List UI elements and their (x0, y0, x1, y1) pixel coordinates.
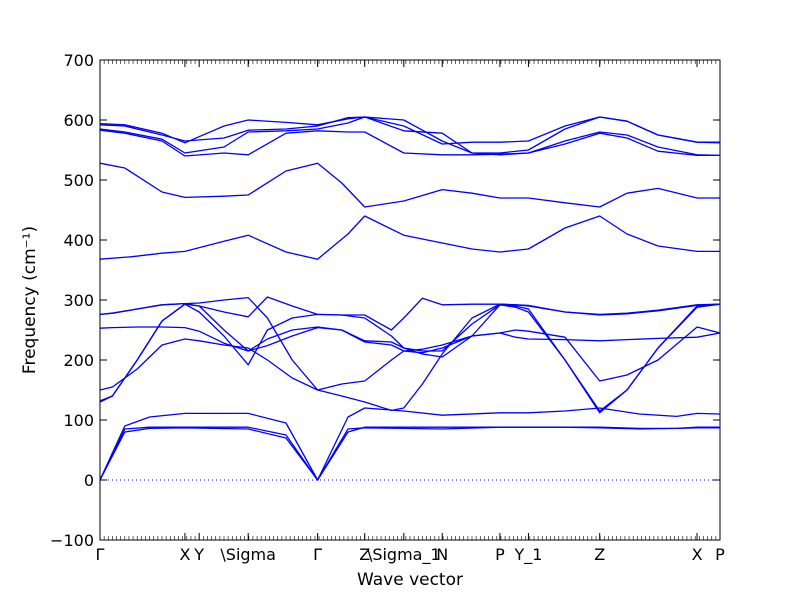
band-line-10 (99, 215, 720, 260)
x-tick-label: Y_1 (513, 545, 542, 565)
x-tick-label: P (495, 545, 505, 564)
band-line-7 (99, 303, 721, 414)
x-axis-title: Wave vector (357, 570, 463, 590)
y-axis-ticks: −100 0 100 200 300 400 500 600 700 (50, 51, 720, 550)
band-line-13 (99, 116, 721, 157)
x-axis-ticks: Γ X Y \Sigma Γ Z\Sigma_1N P Y_1 Z X P (96, 60, 725, 565)
y-tick-label: 300 (63, 291, 94, 310)
x-tick-label: Y (193, 545, 204, 564)
plot-frame (99, 59, 721, 541)
x-tick-label: Γ (313, 545, 322, 564)
x-tick-label: Γ (96, 545, 105, 564)
band-line-12 (99, 129, 720, 157)
y-axis-title: Frequency (cm⁻¹) (20, 226, 40, 374)
band-line-4 (99, 303, 721, 403)
band-line-3 (99, 407, 721, 481)
band-line-6 (99, 303, 721, 412)
band-line-1 (99, 426, 720, 481)
y-tick-label: 400 (63, 231, 94, 250)
x-tick-label: X (692, 545, 703, 564)
x-tick-label: Z (359, 545, 370, 564)
x-tick-label: X (179, 545, 190, 564)
band-line-8 (99, 296, 721, 412)
x-tick-label: \Sigma_1 (367, 545, 441, 565)
y-tick-label: 600 (63, 111, 94, 130)
y-tick-label: 500 (63, 171, 94, 190)
x-tick-label: \Sigma (220, 545, 276, 564)
x-tick-label: P (715, 545, 725, 564)
y-tick-label: 0 (84, 471, 94, 490)
band-line-11 (99, 162, 720, 208)
band-line-2 (99, 426, 720, 481)
x-tick-label: N (436, 545, 448, 564)
y-tick-label: 700 (63, 51, 94, 70)
series-layer (99, 116, 721, 481)
x-tick-label: Z (594, 545, 605, 564)
band-line-5 (99, 332, 721, 391)
band-line-9 (99, 296, 721, 331)
y-tick-label: −100 (50, 531, 94, 550)
y-tick-label: 200 (63, 351, 94, 370)
minor-ticks (103, 60, 717, 540)
band-line-15 (99, 116, 721, 154)
y-tick-label: 100 (63, 411, 94, 430)
